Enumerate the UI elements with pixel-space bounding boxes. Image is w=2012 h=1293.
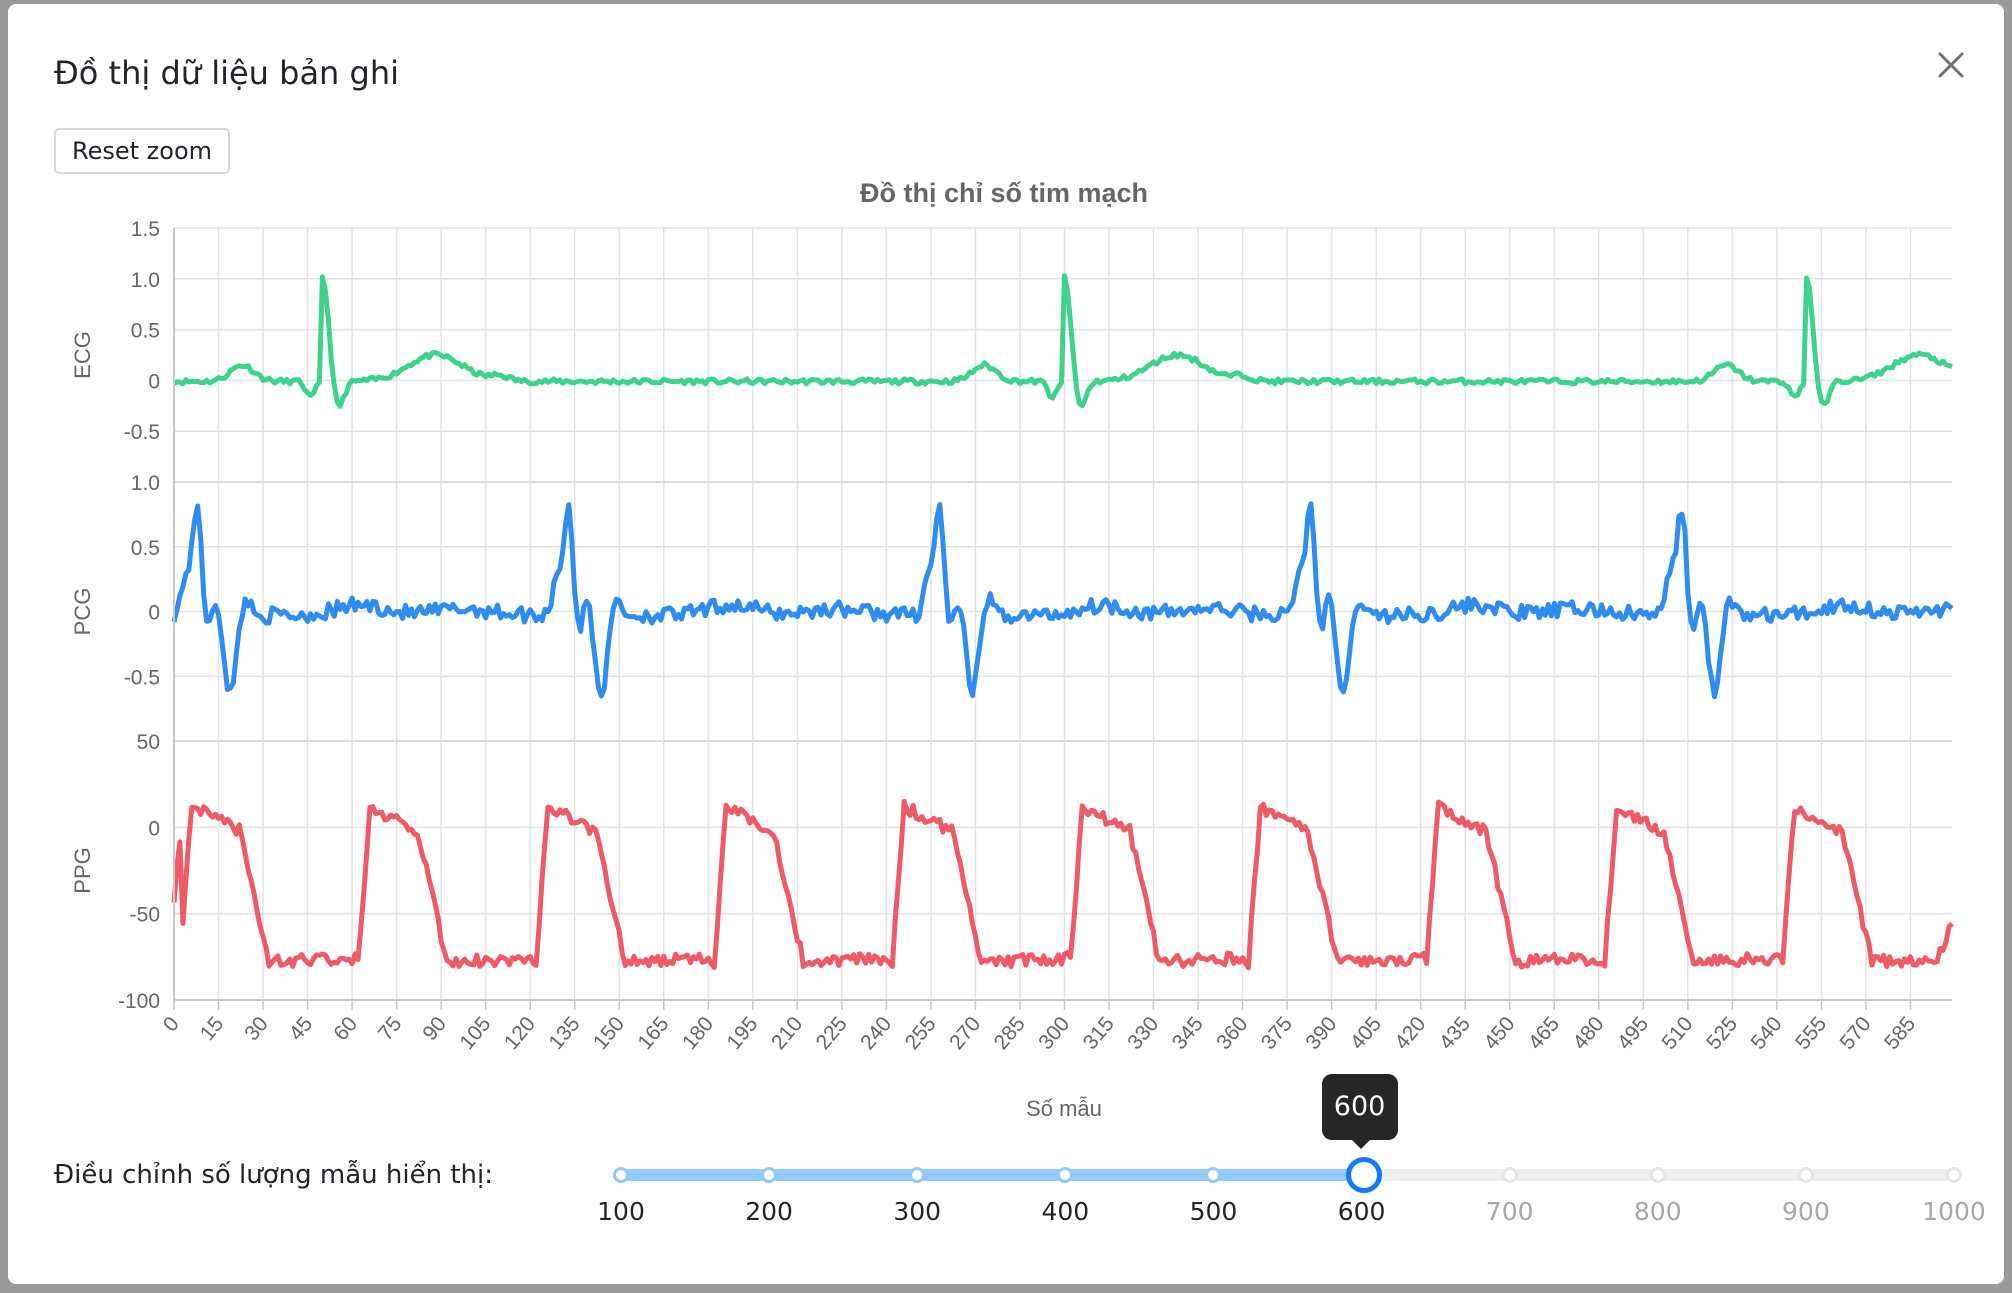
x-tick-label: 495 [1613,1012,1653,1054]
x-tick-label: 405 [1346,1012,1386,1054]
x-tick-label: 165 [633,1012,673,1054]
slider-dot[interactable] [1797,1167,1814,1183]
x-axis: 0 15 30 45 60 75 90 105 120 135 150 165 180 195 210 225… [159,1000,1920,1054]
x-tick-label: 450 [1479,1012,1519,1054]
x-tick-label: 300 [1034,1012,1074,1054]
y-tick-label: -100 [118,990,160,1013]
x-tick-label: 105 [455,1012,495,1054]
y-axis-label: PCG [70,588,95,636]
y-tick-label: 50 [137,731,160,754]
x-tick-label: 375 [1257,1012,1297,1054]
y-axis-label: PPG [70,847,95,893]
x-tick-label: 360 [1212,1012,1252,1054]
x-tick-label: 45 [285,1012,318,1045]
modal-title: Đồ thị dữ liệu bản ghi [54,54,399,92]
y-axis-label: ECG [70,331,95,379]
x-tick-label: 585 [1880,1012,1920,1054]
x-tick-label: 345 [1168,1012,1208,1054]
slider-mark-label[interactable]: 400 [1041,1197,1090,1226]
y-tick-label: 0 [148,817,160,840]
close-icon [1938,52,1964,78]
slider-dot[interactable] [1057,1167,1074,1183]
series-line-ppg [171,798,1954,971]
slider-dot[interactable] [1205,1167,1222,1183]
slider-dot[interactable] [909,1167,926,1183]
y-tick-label: 1.5 [131,218,160,241]
x-tick-label: 0 [159,1012,184,1036]
x-tick-label: 30 [240,1012,273,1045]
close-button[interactable] [1928,42,1972,86]
y-tick-label: -0.5 [124,666,160,689]
x-tick-label: 225 [812,1012,852,1054]
x-tick-label: 75 [374,1012,407,1045]
x-tick-label: 540 [1747,1012,1787,1054]
slider-dot[interactable] [1946,1167,1962,1183]
y-tick-label: 0.5 [131,320,160,343]
x-tick-label: 195 [722,1012,762,1054]
slider-label: Điều chỉnh số lượng mẫu hiển thị: [54,1160,494,1190]
x-tick-label: 285 [990,1012,1030,1054]
series-line-pcg [171,501,1954,700]
x-tick-label: 150 [589,1012,629,1054]
x-axis-label: Số mẫu [1026,1096,1102,1121]
x-tick-label: 90 [418,1012,451,1045]
x-tick-label: 570 [1836,1012,1876,1054]
slider-tooltip-arrow [1350,1139,1371,1149]
x-tick-label: 60 [329,1012,362,1045]
slider-mark-label[interactable]: 900 [1782,1197,1830,1226]
slider-dot[interactable] [613,1167,629,1183]
y-tick-label: 0.5 [131,537,160,560]
slider-mark-label[interactable]: 500 [1189,1197,1238,1226]
y-tick-label: 0 [148,370,160,393]
slider-mark-label[interactable]: 1000 [1922,1197,1986,1226]
x-tick-label: 480 [1568,1012,1608,1054]
y-tick-label: -50 [130,904,160,927]
x-tick-label: 420 [1390,1012,1430,1054]
y-tick-label: -0.5 [124,421,160,444]
x-tick-label: 240 [856,1012,896,1054]
slider-handle[interactable] [1345,1157,1382,1193]
modal-dialog: Đồ thị dữ liệu bản ghi Reset zoom Đồ thị… [8,4,2004,1284]
x-tick-label: 555 [1791,1012,1831,1054]
x-tick-label: 510 [1658,1012,1698,1054]
x-tick-label: 315 [1079,1012,1119,1054]
y-tick-label: 0 [148,602,160,625]
y-tick-label: 1.0 [131,472,160,495]
slider-mark-label[interactable]: 800 [1633,1197,1682,1226]
slider-mark-label[interactable]: 200 [745,1197,793,1226]
slider-dot[interactable] [1501,1167,1518,1183]
x-tick-label: 255 [901,1012,941,1054]
x-tick-label: 525 [1702,1012,1742,1054]
cardio-chart[interactable]: Đồ thị chỉ số tim mạch 1.5 1.0 0.5 0 -0.5 ECG 1… [8,4,2004,1134]
reset-zoom-button[interactable]: Reset zoom [54,128,230,174]
y-tick-label: 1.0 [131,269,160,292]
series-line-ecg [172,273,1953,409]
x-tick-label: 330 [1123,1012,1163,1054]
slider-mark-label[interactable]: 600 [1337,1197,1386,1226]
slider-dot[interactable] [1649,1167,1666,1183]
x-tick-label: 180 [678,1012,718,1054]
x-tick-label: 135 [544,1012,584,1054]
panel-ppg: 50 0 -50 -100 PPG [70,731,1954,1013]
x-tick-label: 210 [767,1012,807,1054]
slider-mark-label[interactable]: 100 [597,1197,645,1226]
slider-rail[interactable] [621,1169,1954,1181]
slider-mark-label[interactable]: 700 [1485,1197,1534,1226]
x-tick-label: 120 [500,1012,540,1054]
x-tick-label: 15 [196,1012,229,1045]
x-tick-label: 435 [1435,1012,1475,1054]
slider-mark-label[interactable]: 300 [893,1197,942,1226]
x-tick-label: 465 [1524,1012,1564,1054]
x-tick-label: 390 [1301,1012,1341,1054]
slider-dot[interactable] [761,1167,778,1183]
chart-title: Đồ thị chỉ số tim mạch [860,178,1148,208]
x-tick-label: 270 [945,1012,985,1054]
